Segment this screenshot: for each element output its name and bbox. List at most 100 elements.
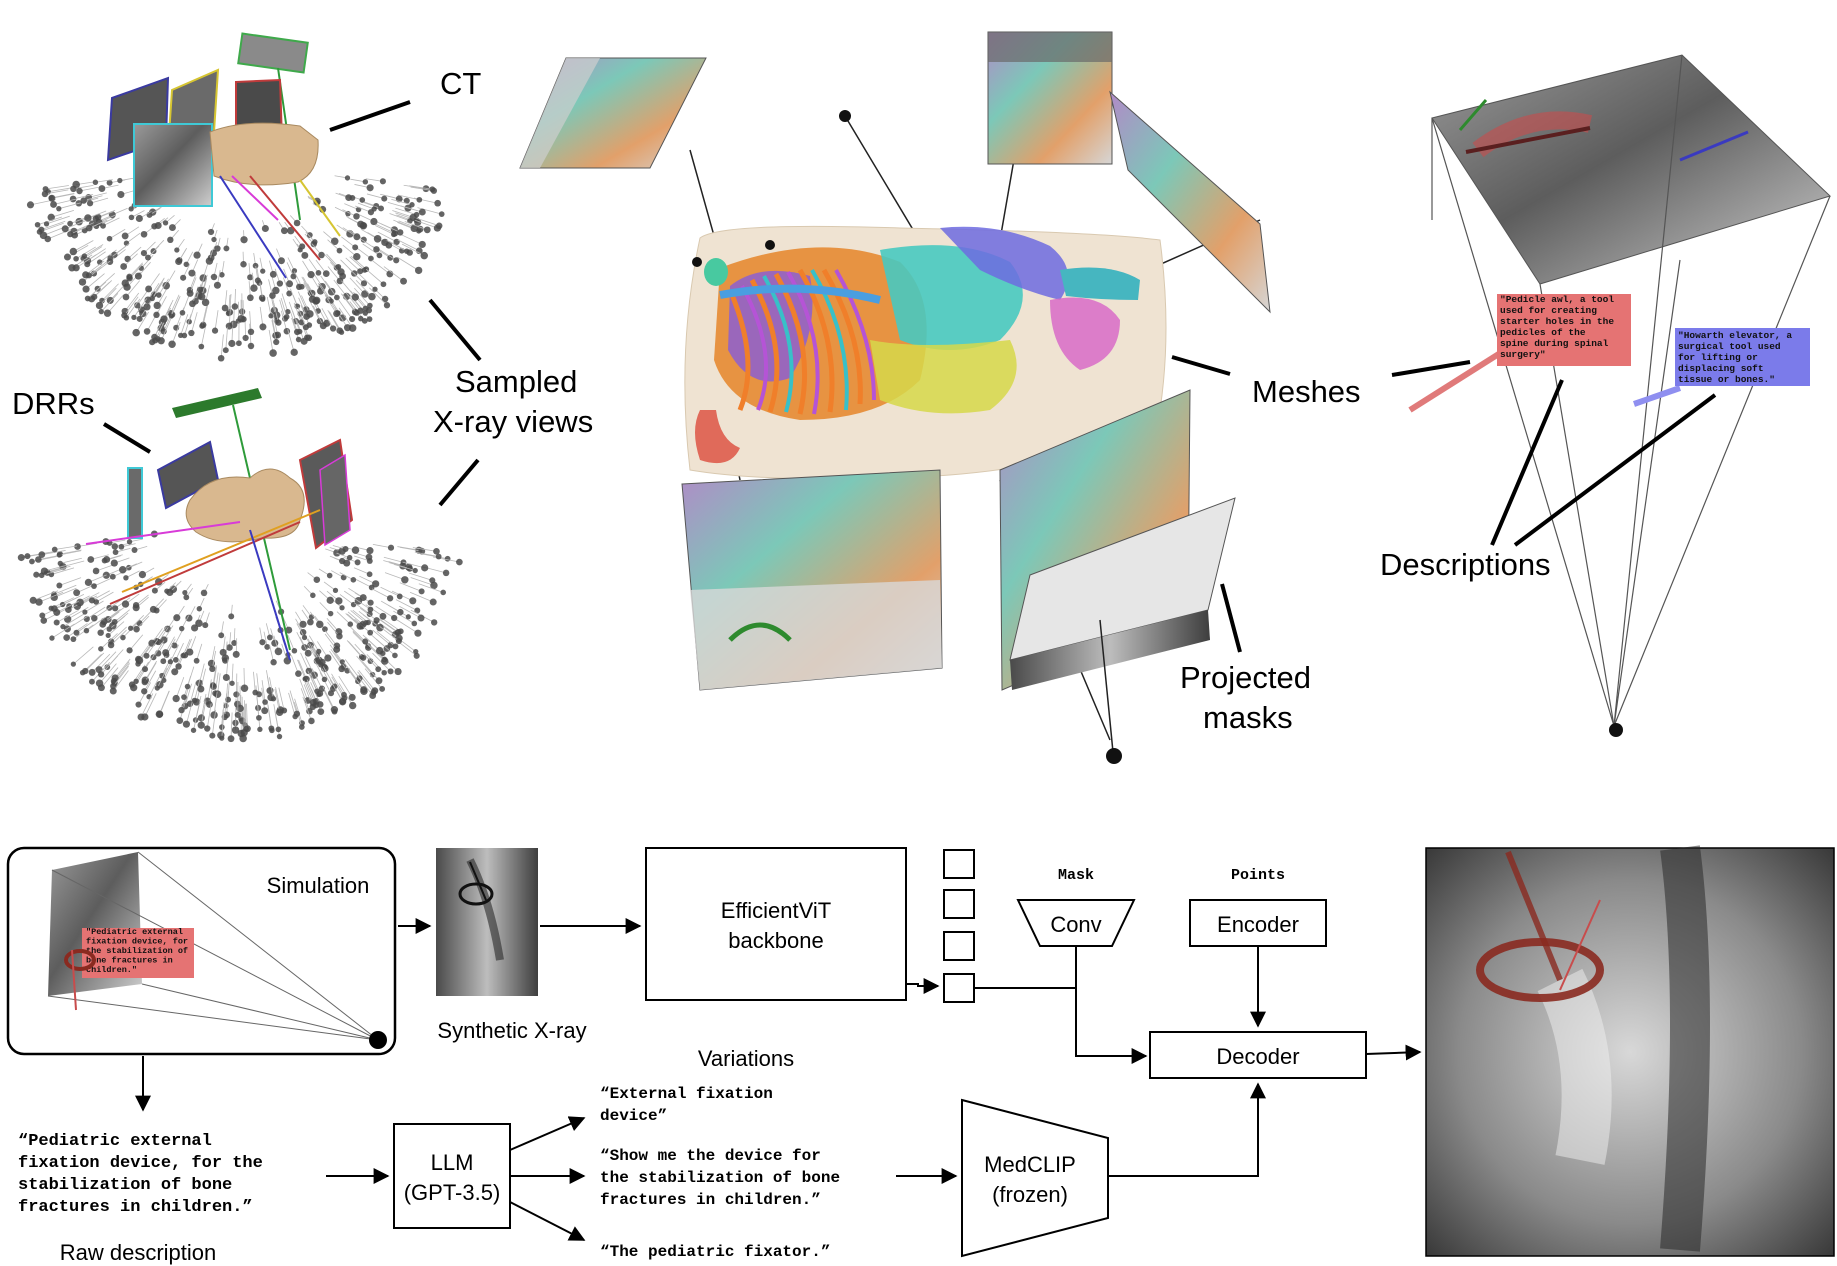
view-point (106, 626, 112, 632)
view-ray (321, 668, 334, 689)
view-ray (376, 630, 396, 647)
view-point (98, 185, 106, 192)
feature-tokens (943, 849, 975, 1003)
view-ray (54, 587, 77, 598)
view-point (193, 657, 200, 664)
view-ray (59, 550, 82, 556)
view-point (92, 179, 99, 186)
view-point (111, 618, 118, 625)
view-ray (313, 660, 325, 680)
view-point (237, 315, 245, 323)
view-ray (54, 597, 77, 609)
ct-volume-top (106, 32, 341, 279)
view-ray (366, 642, 385, 660)
view-point (63, 253, 71, 261)
view-point (231, 303, 239, 310)
view-point (173, 614, 181, 622)
view-point (82, 609, 88, 615)
view-point (386, 595, 394, 602)
efficientvit-backbone-box (645, 847, 907, 1001)
view-point (135, 214, 143, 223)
view-ray (146, 639, 159, 657)
view-ray (400, 205, 423, 213)
view-point (381, 657, 389, 665)
view-ray (349, 626, 366, 642)
view-ray (56, 609, 79, 623)
view-point (368, 255, 374, 262)
view-point (418, 208, 426, 216)
description-blue-line-4: displacing soft (1678, 363, 1764, 374)
view-ray (311, 668, 323, 689)
view-point (442, 569, 450, 577)
sampled-views-label-line2: X-ray views (433, 404, 593, 439)
view-ray (321, 308, 334, 329)
view-point (153, 301, 161, 310)
view-point (143, 652, 150, 659)
view-point (123, 240, 130, 246)
view-point (326, 596, 334, 604)
view-point (429, 186, 436, 193)
view-point (198, 343, 205, 350)
view-point (243, 725, 249, 732)
view-ray (67, 615, 89, 630)
view-ray (98, 651, 117, 670)
view-point (159, 672, 165, 679)
view-ray (366, 654, 385, 674)
view-ray (281, 293, 289, 312)
view-ray (272, 313, 279, 336)
ct-label: CT (440, 66, 481, 101)
view-ray (345, 292, 361, 311)
view-point (381, 295, 389, 303)
view-point (392, 652, 398, 659)
view-ray (44, 564, 69, 572)
view-ray (348, 641, 364, 659)
view-ray (184, 683, 192, 707)
view-point (353, 233, 361, 241)
view-point (270, 659, 277, 666)
view-ray (395, 599, 418, 611)
view-point (213, 281, 221, 289)
description-blue-line-5: tissue or bones." (1678, 374, 1775, 385)
view-point (154, 221, 162, 230)
view-ray (65, 220, 87, 230)
backbone-label-line1: EfficientViT (721, 898, 831, 923)
view-ray (51, 567, 75, 575)
view-point (91, 583, 97, 589)
view-point (167, 236, 174, 244)
view-ray (309, 301, 321, 322)
view-point (254, 277, 261, 284)
view-point (345, 194, 353, 202)
view-point (403, 197, 410, 204)
view-point (368, 292, 376, 301)
view-point (392, 643, 399, 650)
view-point (94, 213, 102, 221)
view-point (38, 226, 45, 233)
view-point (299, 628, 307, 636)
view-point (339, 605, 345, 611)
view-point (412, 567, 418, 574)
description-red-line-4: pedicles of the (1500, 327, 1586, 338)
view-ray (325, 294, 339, 314)
view-point (347, 621, 354, 627)
view-ray (101, 283, 119, 301)
synthetic-xray-image (436, 848, 538, 996)
view-ray (110, 626, 127, 642)
descriptions-label: Descriptions (1380, 547, 1551, 582)
view-point (132, 328, 140, 337)
view-point (205, 257, 214, 265)
view-ray (209, 682, 214, 705)
view-ray (362, 661, 380, 681)
view-point (411, 620, 418, 627)
view-ray (51, 623, 75, 639)
view-point (247, 294, 254, 302)
view-ray (362, 243, 380, 256)
view-point (327, 610, 334, 617)
view-point (376, 252, 383, 259)
view-point (235, 340, 242, 347)
view-point (301, 252, 309, 259)
view-ray (231, 321, 234, 344)
view-point (228, 339, 236, 348)
view-point (362, 638, 369, 645)
view-point (134, 302, 141, 309)
medclip-block (961, 1098, 1109, 1258)
